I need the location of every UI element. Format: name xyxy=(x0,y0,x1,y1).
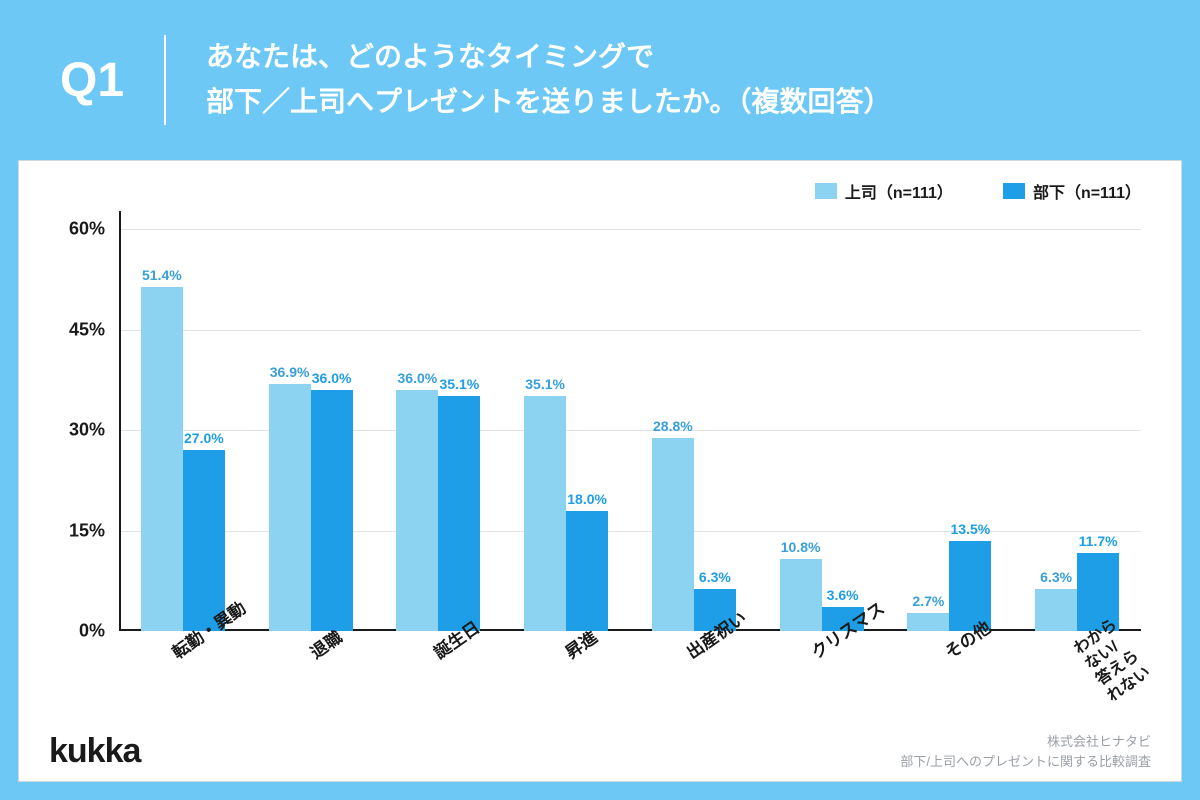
bars-container: 51.4%27.0%36.9%36.0%36.0%35.1%35.1%18.0%… xyxy=(119,216,1141,631)
chart-footer: kukka 株式会社ヒナタビ 部下/上司へのプレゼントに関する比較調査 xyxy=(49,732,1151,771)
bar-value-label: 36.0% xyxy=(398,370,438,386)
bar: 13.5% xyxy=(949,541,991,631)
category-group: 6.3% 11.7% xyxy=(1013,216,1141,631)
question-text: あなたは、どのようなタイミングで 部下／上司へプレゼントを送りましたか。（複数回… xyxy=(206,35,891,125)
bar-value-label: 36.9% xyxy=(270,364,310,380)
y-tick-label: 60% xyxy=(69,219,105,240)
bar-value-label: 11.7% xyxy=(1079,533,1118,549)
bar: 35.1% xyxy=(438,396,480,631)
question-line-1: あなたは、どのようなタイミングで xyxy=(206,35,891,80)
bar-value-label: 13.5% xyxy=(951,521,991,537)
credit-line-1: 株式会社ヒナタビ xyxy=(900,732,1151,752)
bar: 18.0% xyxy=(566,511,608,631)
category-group: 10.8% 3.6% xyxy=(758,216,886,631)
legend: 上司（n=111） 部下（n=111） xyxy=(815,179,1141,203)
bar-value-label: 18.0% xyxy=(567,491,607,507)
bar-value-label: 35.1% xyxy=(440,376,480,392)
bar: 36.0% xyxy=(396,390,438,631)
x-axis-labels: 転勤・異動退職誕生日昇進出産祝いクリスマスその他わからない/答えられない xyxy=(119,631,1141,741)
bar-value-label: 3.6% xyxy=(827,587,859,603)
bar: 36.9% xyxy=(269,384,311,631)
y-tick-label: 15% xyxy=(69,520,105,541)
bar: 36.0% xyxy=(311,390,353,631)
question-line-2: 部下／上司へプレゼントを送りましたか。（複数回答） xyxy=(206,80,891,125)
bar-value-label: 28.8% xyxy=(653,418,693,434)
legend-label-sub: 部下（n=111） xyxy=(1033,179,1141,203)
y-tick-label: 30% xyxy=(69,420,105,441)
question-header: Q1 あなたは、どのようなタイミングで 部下／上司へプレゼントを送りましたか。（… xyxy=(0,0,1200,160)
bar: 2.7% xyxy=(907,613,949,631)
bar-value-label: 6.3% xyxy=(1040,569,1072,585)
x-label: 昇進 xyxy=(502,631,630,741)
legend-item-boss: 上司（n=111） xyxy=(815,179,953,203)
question-number: Q1 xyxy=(60,53,164,108)
x-label: 出産祝い xyxy=(630,631,758,741)
legend-swatch-boss xyxy=(815,183,837,199)
x-label: 誕生日 xyxy=(375,631,503,741)
header-divider xyxy=(164,35,166,125)
bar: 51.4% xyxy=(141,287,183,631)
bar-value-label: 51.4% xyxy=(142,267,182,283)
plot-area: 0%15%30%45%60%51.4%27.0%36.9%36.0%36.0%3… xyxy=(119,216,1141,631)
bar: 10.8% xyxy=(780,559,822,631)
y-tick-label: 0% xyxy=(79,621,105,642)
bar-value-label: 36.0% xyxy=(312,370,352,386)
category-group: 28.8% 6.3% xyxy=(630,216,758,631)
x-label: 転勤・異動 xyxy=(119,631,247,741)
category-group: 51.4%27.0% xyxy=(119,216,247,631)
category-group: 35.1%18.0% xyxy=(502,216,630,631)
category-group: 36.9%36.0% xyxy=(247,216,375,631)
bar: 35.1% xyxy=(524,396,566,631)
category-group: 36.0%35.1% xyxy=(375,216,503,631)
bar-value-label: 2.7% xyxy=(912,593,944,609)
x-label: クリスマス xyxy=(758,631,886,741)
credits: 株式会社ヒナタビ 部下/上司へのプレゼントに関する比較調査 xyxy=(900,732,1151,771)
chart-card: 上司（n=111） 部下（n=111） 0%15%30%45%60%51.4%2… xyxy=(18,160,1182,782)
bar: 27.0% xyxy=(183,450,225,631)
x-label: その他 xyxy=(886,631,1014,741)
bar: 6.3% xyxy=(1035,589,1077,631)
bar-value-label: 27.0% xyxy=(184,430,224,446)
bar-value-label: 35.1% xyxy=(525,376,565,392)
y-tick-label: 45% xyxy=(69,319,105,340)
legend-item-sub: 部下（n=111） xyxy=(1003,179,1141,203)
bar-value-label: 6.3% xyxy=(699,569,731,585)
legend-label-boss: 上司（n=111） xyxy=(845,179,953,203)
brand-logo: kukka xyxy=(49,732,140,771)
legend-swatch-sub xyxy=(1003,183,1025,199)
x-label: 退職 xyxy=(247,631,375,741)
page-root: Q1 あなたは、どのようなタイミングで 部下／上司へプレゼントを送りましたか。（… xyxy=(0,0,1200,800)
bar: 28.8% xyxy=(652,438,694,631)
category-group: 2.7%13.5% xyxy=(886,216,1014,631)
credit-line-2: 部下/上司へのプレゼントに関する比較調査 xyxy=(900,752,1151,772)
x-label: わからない/答えられない xyxy=(1013,631,1141,741)
chart-area: 上司（n=111） 部下（n=111） 0%15%30%45%60%51.4%2… xyxy=(0,160,1200,800)
bar-value-label: 10.8% xyxy=(781,539,821,555)
